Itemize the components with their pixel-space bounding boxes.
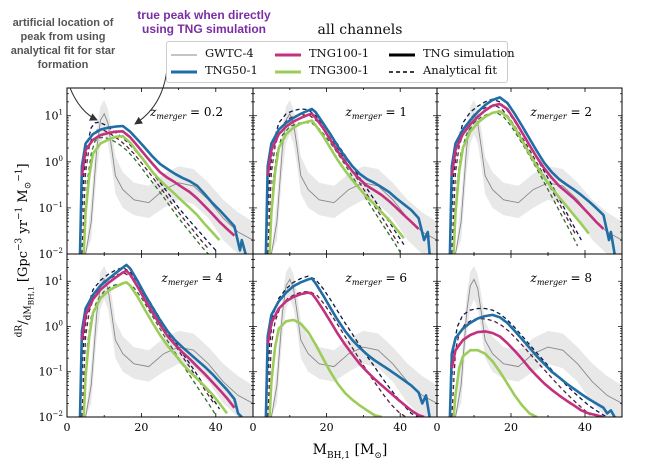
legend-swatch-gwtc4 — [171, 54, 197, 56]
y-tick-label: 10−2 — [39, 410, 63, 424]
gwtc4-line — [67, 278, 253, 417]
x-tick-label: 0 — [434, 421, 441, 434]
panel-4: zmerger = 6 0 20 40 — [250, 253, 438, 434]
x-tick-label: 40 — [393, 421, 407, 434]
panel-label: zmerger = 2 — [530, 105, 592, 121]
series-tng300-1-simulation — [452, 348, 538, 417]
series-tng100-1-simulation — [450, 330, 604, 417]
left-note-arrow — [69, 87, 98, 121]
legend: GWTC-4 TNG50-1 TNG100-1 TNG300-1 TNG sim… — [166, 41, 515, 83]
series-tng100-1-simulation — [266, 112, 420, 230]
legend-label-tng50: TNG50-1 — [205, 63, 258, 77]
x-tick-label: 40 — [209, 421, 223, 434]
x-axis-label: MBH,1 [M⊙] — [312, 442, 388, 461]
x-tick-label: 0 — [64, 421, 71, 434]
series-tng300-1-simulation — [82, 280, 229, 417]
legend-label-gwtc4: GWTC-4 — [205, 46, 254, 60]
panel-label: zmerger = 0.2 — [149, 105, 223, 121]
panel-3: zmerger = 4 10−2 10−1 100 101 0 20 40 — [39, 253, 254, 434]
series-tng100-1-simulation — [266, 291, 425, 417]
gwtc4-band — [437, 265, 622, 417]
y-tick-label: 100 — [45, 319, 63, 333]
y-tick-label: 10−1 — [39, 201, 63, 215]
series-tng50-1-simulation — [264, 277, 431, 417]
panel-2: zmerger = 2 — [436, 87, 623, 255]
series-tng100-1-simulation — [80, 269, 236, 409]
y-tick-label: 10−2 — [39, 247, 63, 261]
x-tick-label: 40 — [578, 421, 592, 434]
x-tick-label: 20 — [134, 421, 148, 434]
top-annotation: true peak when directly using TNG simula… — [137, 8, 271, 36]
panel-label: zmerger = 4 — [161, 271, 224, 287]
legend-label-tng-simulation: TNG simulation — [423, 46, 515, 60]
legend-label-tng100: TNG100-1 — [309, 46, 370, 60]
x-tick-label: 20 — [320, 421, 334, 434]
y-axis-label: dR/dMBH,1 [Gpc−3 yr−1 M⊙−1] — [14, 163, 36, 338]
series-tng300-1-analytical — [83, 282, 217, 417]
gwtc4-band — [253, 265, 437, 417]
gwtc4-band — [253, 100, 437, 254]
legend-swatch-tng300 — [275, 70, 301, 74]
x-tick-label: 0 — [250, 421, 257, 434]
series-tng50-1-simulation — [78, 124, 247, 254]
legend-label-analytical-fit: Analytical fit — [423, 63, 497, 77]
series-tng300-1-simulation — [268, 318, 383, 417]
series-tng50-1-analytical — [265, 275, 419, 417]
series-tng50-1-simulation — [448, 313, 616, 417]
panel-0: zmerger = 0.2 10−2 10−1 100 101 — [39, 87, 254, 261]
legend-label-tng300: TNG300-1 — [309, 63, 370, 77]
series-tng50-1-simulation — [448, 96, 616, 254]
series-tng50-1-simulation — [78, 263, 243, 417]
gwtc4-line — [253, 278, 437, 417]
y-tick-label: 101 — [45, 274, 63, 288]
panel-1: zmerger = 1 — [252, 87, 438, 255]
y-tick-label: 10−1 — [39, 365, 63, 379]
panel-label: zmerger = 1 — [345, 105, 407, 121]
series-tng300-1-simulation — [268, 119, 405, 254]
panel-5: zmerger = 8 0 20 40 — [434, 253, 623, 434]
left-annotation: artificial location of peak from using a… — [10, 17, 116, 71]
y-tick-label: 100 — [45, 155, 63, 169]
legend-swatch-tng-simulation — [389, 53, 415, 57]
legend-swatch-analytical-fit — [389, 71, 415, 73]
y-tick-label: 101 — [45, 109, 63, 123]
series-tng50-1-simulation — [264, 107, 431, 254]
series-tng300-1-analytical — [268, 121, 401, 254]
series-tng300-1-analytical — [83, 136, 209, 254]
gwtc4-band — [67, 265, 253, 417]
series-tng300-1-simulation — [82, 134, 221, 254]
gwtc4-line — [437, 112, 622, 254]
panel-label: zmerger = 6 — [345, 271, 407, 287]
x-tick-label: 20 — [504, 421, 518, 434]
panel-frame — [436, 253, 623, 418]
series-tng100-1-simulation — [450, 102, 605, 230]
legend-swatch-tng100 — [275, 53, 301, 57]
series-tng300-1-analytical — [452, 111, 579, 254]
series-tng100-1-simulation — [80, 130, 236, 237]
panel-label: zmerger = 8 — [530, 271, 592, 287]
series-tng100-1-analytical — [451, 317, 591, 417]
gwtc4-line — [253, 112, 437, 254]
gwtc4-band — [67, 100, 253, 254]
chart-title: all channels — [317, 22, 403, 38]
series-tng300-1-simulation — [452, 110, 590, 254]
legend-swatch-tng50 — [171, 70, 197, 74]
